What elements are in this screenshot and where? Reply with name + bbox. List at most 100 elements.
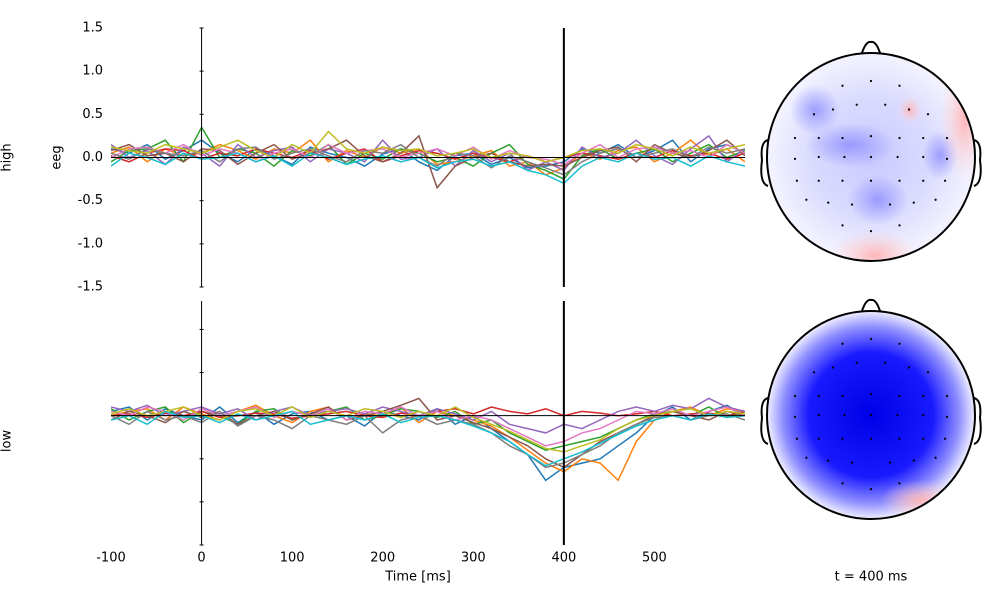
sensor <box>869 155 873 159</box>
x-tick-label: -100 <box>96 551 126 566</box>
sensor <box>812 113 816 116</box>
sensor <box>926 113 930 116</box>
y-tick-label: -0.5 <box>78 193 103 208</box>
sensor <box>869 337 873 341</box>
y-tick-label: -1.0 <box>78 236 103 251</box>
y-axis-label: eeg <box>50 145 65 169</box>
sensor <box>843 155 846 159</box>
sensor <box>869 437 873 440</box>
sensor <box>817 155 820 159</box>
sensor <box>812 371 816 374</box>
x-tick-label: 0 <box>197 551 205 566</box>
sensor <box>805 198 808 201</box>
sensor <box>945 415 949 418</box>
sensor <box>907 366 911 369</box>
sensor <box>869 79 873 83</box>
series-line <box>111 406 745 453</box>
x-tick-label: 500 <box>642 551 667 566</box>
sensor <box>922 155 925 159</box>
sensor <box>841 179 844 182</box>
sensor <box>841 136 844 140</box>
sensor <box>831 108 835 111</box>
sensor <box>869 135 873 138</box>
x-tick-label: 300 <box>461 551 486 566</box>
sensor <box>898 437 901 440</box>
sensor <box>898 179 901 182</box>
sensor <box>841 342 844 345</box>
sensor <box>884 361 887 364</box>
sensor <box>793 136 797 140</box>
sensor <box>841 482 844 485</box>
sensor <box>841 84 844 87</box>
sensor <box>922 413 925 417</box>
sensor <box>888 203 892 206</box>
row-label: high <box>0 143 15 171</box>
topomap-low <box>760 298 982 520</box>
sensor <box>896 413 899 417</box>
sensor <box>898 342 901 345</box>
series-line <box>111 410 745 467</box>
sensor <box>855 361 858 364</box>
sensor <box>817 437 820 440</box>
y-tick-label: 1.5 <box>82 21 103 36</box>
sensor <box>869 393 873 396</box>
sensor <box>944 437 947 440</box>
series-line <box>111 134 745 172</box>
series-line <box>111 139 745 172</box>
sensor <box>795 179 799 182</box>
sensor <box>841 437 844 440</box>
sensor <box>831 366 835 369</box>
sensor <box>912 201 915 204</box>
y-tick-label: 0.5 <box>82 107 103 122</box>
sensor <box>922 179 925 182</box>
sensor <box>817 179 820 182</box>
y-tick-label: 1.0 <box>82 64 103 79</box>
sensor <box>841 394 844 398</box>
sensor <box>850 203 854 206</box>
sensor <box>843 413 846 417</box>
sensor <box>926 371 930 374</box>
sensor <box>898 224 901 227</box>
sensor <box>817 136 820 140</box>
series-line <box>111 410 745 469</box>
sensor <box>945 394 949 398</box>
sensor <box>793 157 797 160</box>
sensor <box>869 179 873 182</box>
series-line <box>111 130 745 163</box>
sensor <box>855 103 858 106</box>
x-tick-label: 100 <box>280 551 305 566</box>
y-tick-label: 0.0 <box>82 150 103 165</box>
series-line <box>111 143 745 176</box>
sensor <box>817 413 820 417</box>
sensor <box>850 461 854 464</box>
sensor <box>795 437 799 440</box>
x-tick-label: 400 <box>551 551 576 566</box>
x-axis-label: Time [ms] <box>384 570 451 585</box>
sensor <box>922 437 925 440</box>
topomap-high <box>760 40 982 262</box>
series-line <box>111 139 745 176</box>
sensor <box>898 394 901 398</box>
x-tick-label: 200 <box>370 551 395 566</box>
y-tick-label: -1.5 <box>78 280 103 295</box>
sensor <box>945 157 949 160</box>
sensor <box>869 413 873 417</box>
series-line <box>111 143 745 166</box>
sensor <box>869 230 873 233</box>
sensor <box>934 456 937 459</box>
sensor <box>827 201 830 204</box>
sensor <box>922 394 925 398</box>
sensor <box>805 456 808 459</box>
row-label: low <box>0 430 15 453</box>
sensor <box>793 415 797 418</box>
sensor <box>907 108 911 111</box>
sensor <box>934 198 937 201</box>
sensor <box>827 459 830 462</box>
sensor <box>793 394 797 398</box>
sensor <box>898 482 901 485</box>
sensor <box>888 461 892 464</box>
sensor <box>922 136 925 140</box>
sensor <box>817 394 820 398</box>
topomap-label: t = 400 ms <box>835 570 908 585</box>
